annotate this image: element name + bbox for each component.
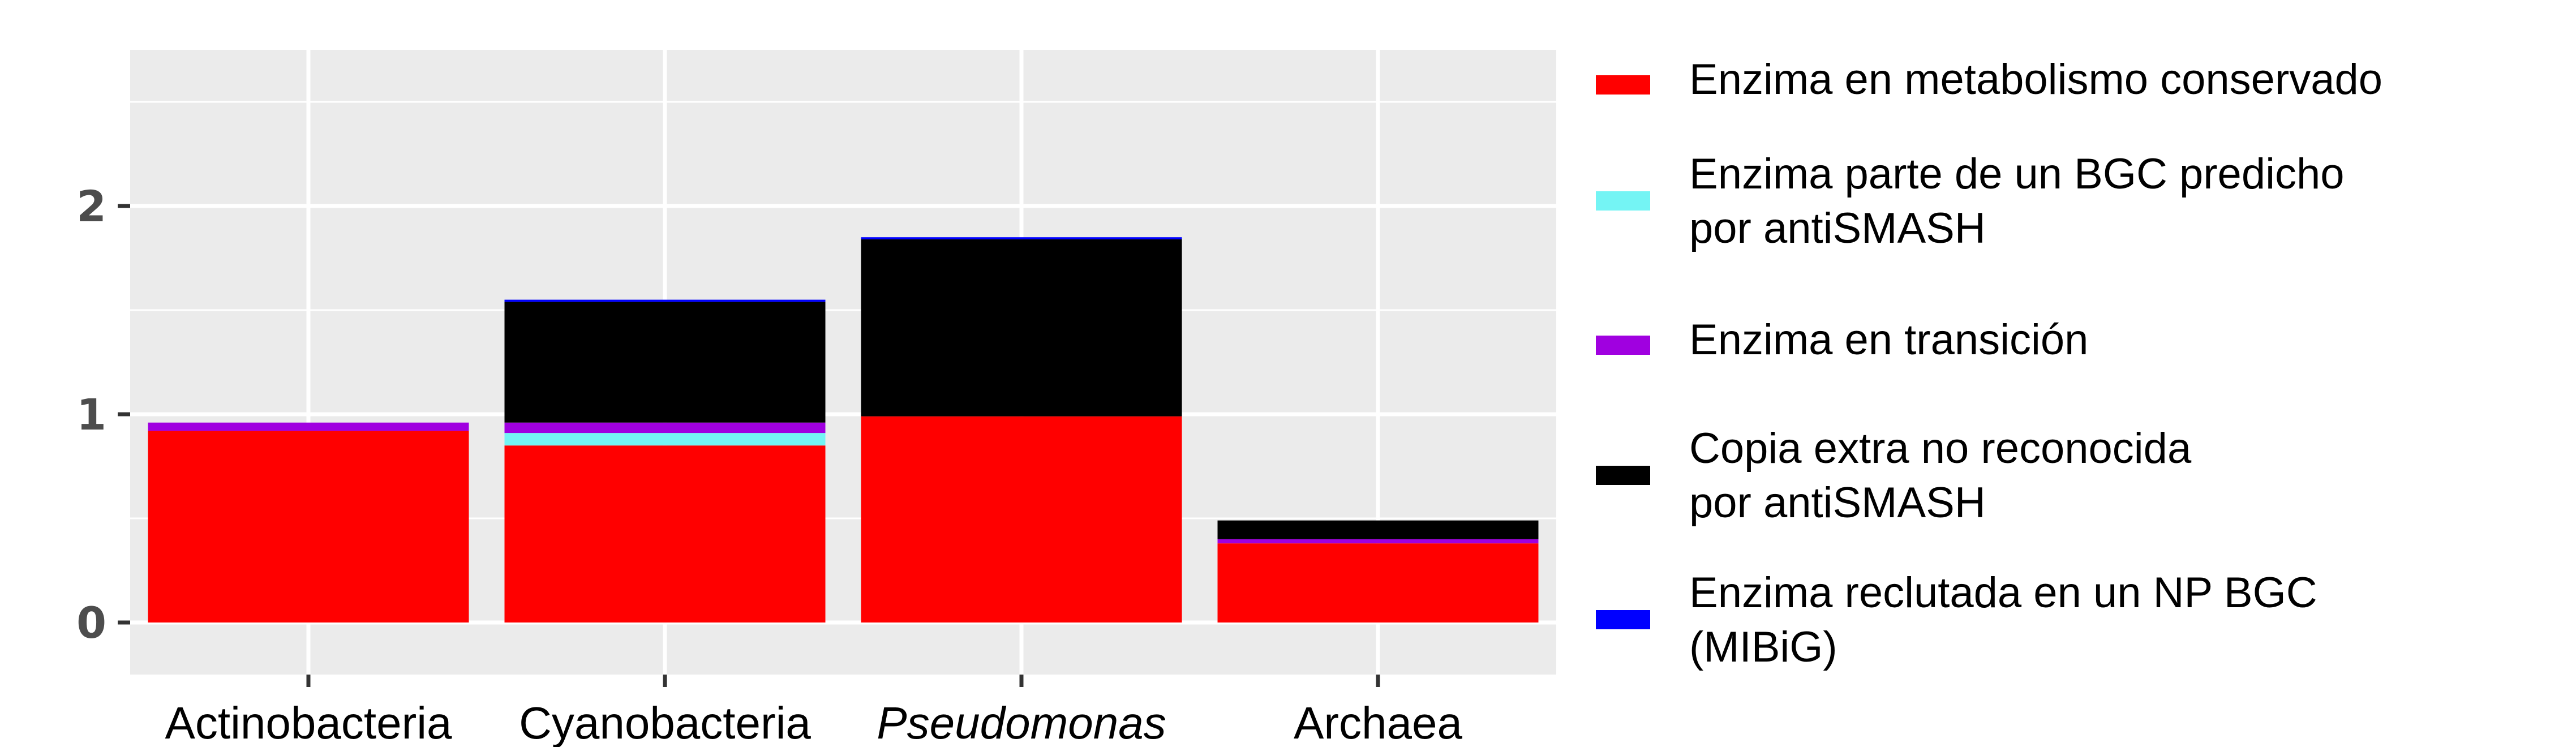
bar-segment — [504, 422, 826, 433]
legend-label: Enzima parte de un BGC predicho — [1689, 150, 2345, 198]
legend-key — [1596, 466, 1650, 485]
x-tick-label: Actinobacteria — [165, 698, 452, 747]
bars — [148, 237, 1539, 622]
bar-segment — [504, 299, 826, 302]
bar-segment — [1217, 539, 1539, 544]
y-tick-label: 2 — [76, 181, 106, 231]
legend-key — [1596, 610, 1650, 629]
legend-label: (MIBiG) — [1689, 623, 1837, 671]
bar-segment — [148, 422, 469, 431]
x-tick-label: Cyanobacteria — [519, 698, 811, 747]
legend: Enzima en metabolismo conservado Enzima p… — [1596, 55, 2382, 671]
legend-key — [1596, 75, 1650, 95]
y-axis: 0 1 2 — [76, 181, 130, 648]
bar-segment — [861, 239, 1182, 417]
y-tick-label: 1 — [76, 389, 106, 440]
bar-segment — [1217, 520, 1539, 539]
legend-label: Enzima en transición — [1689, 316, 2088, 364]
bar-segment — [148, 431, 469, 622]
legend-label: por antiSMASH — [1689, 479, 1986, 527]
x-tick-label: Pseudomonas — [877, 698, 1166, 747]
legend-label: Enzima en metabolismo conservado — [1689, 55, 2382, 104]
bar-segment — [861, 416, 1182, 622]
bar-segment — [504, 302, 826, 423]
legend-label: Copia extra no reconocida — [1689, 424, 2192, 473]
legend-label: por antiSMASH — [1689, 204, 1986, 252]
legend-key — [1596, 336, 1650, 355]
x-tick-label: Archaea — [1294, 698, 1462, 747]
bar-segment — [1217, 543, 1539, 622]
bar-segment — [504, 445, 826, 622]
legend-key — [1596, 191, 1650, 211]
x-axis: Actinobacteria Cyanobacteria Pseudomonas Ar… — [165, 675, 1462, 747]
legend-label: Enzima reclutada en un NP BGC — [1689, 569, 2317, 617]
bar-segment — [504, 433, 826, 446]
y-tick-label: 0 — [76, 598, 106, 648]
bar-segment — [861, 237, 1182, 239]
